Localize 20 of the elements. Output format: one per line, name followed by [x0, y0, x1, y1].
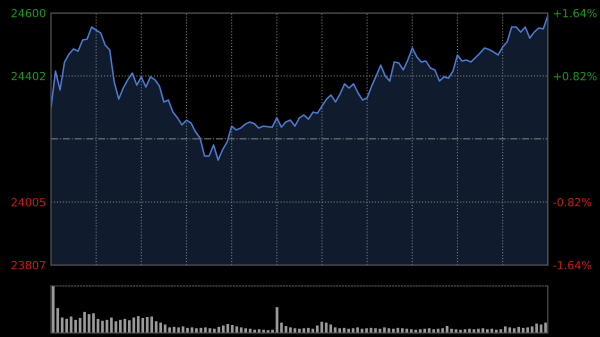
bar [146, 317, 149, 333]
bar [159, 322, 162, 333]
bar [324, 322, 328, 333]
bar [320, 322, 324, 333]
y2-tick-label: +1.64% [554, 8, 597, 18]
bar [60, 317, 64, 333]
bar [141, 318, 144, 333]
y-tick-label: 23807 [12, 260, 46, 270]
bar [56, 308, 60, 333]
bar [70, 316, 72, 333]
y2-tick-label: -0.82% [553, 198, 592, 206]
bar [132, 317, 136, 333]
bar [154, 321, 158, 333]
y2-tick-label: +0.82% [554, 72, 597, 80]
bar [136, 316, 140, 333]
y-tick-label: 24402 [12, 72, 46, 80]
bar [150, 316, 154, 333]
y2-tick-label: -1.64% [553, 260, 592, 270]
y-tick-label: 24600 [12, 8, 46, 18]
y-tick-label: 24005 [12, 198, 46, 206]
